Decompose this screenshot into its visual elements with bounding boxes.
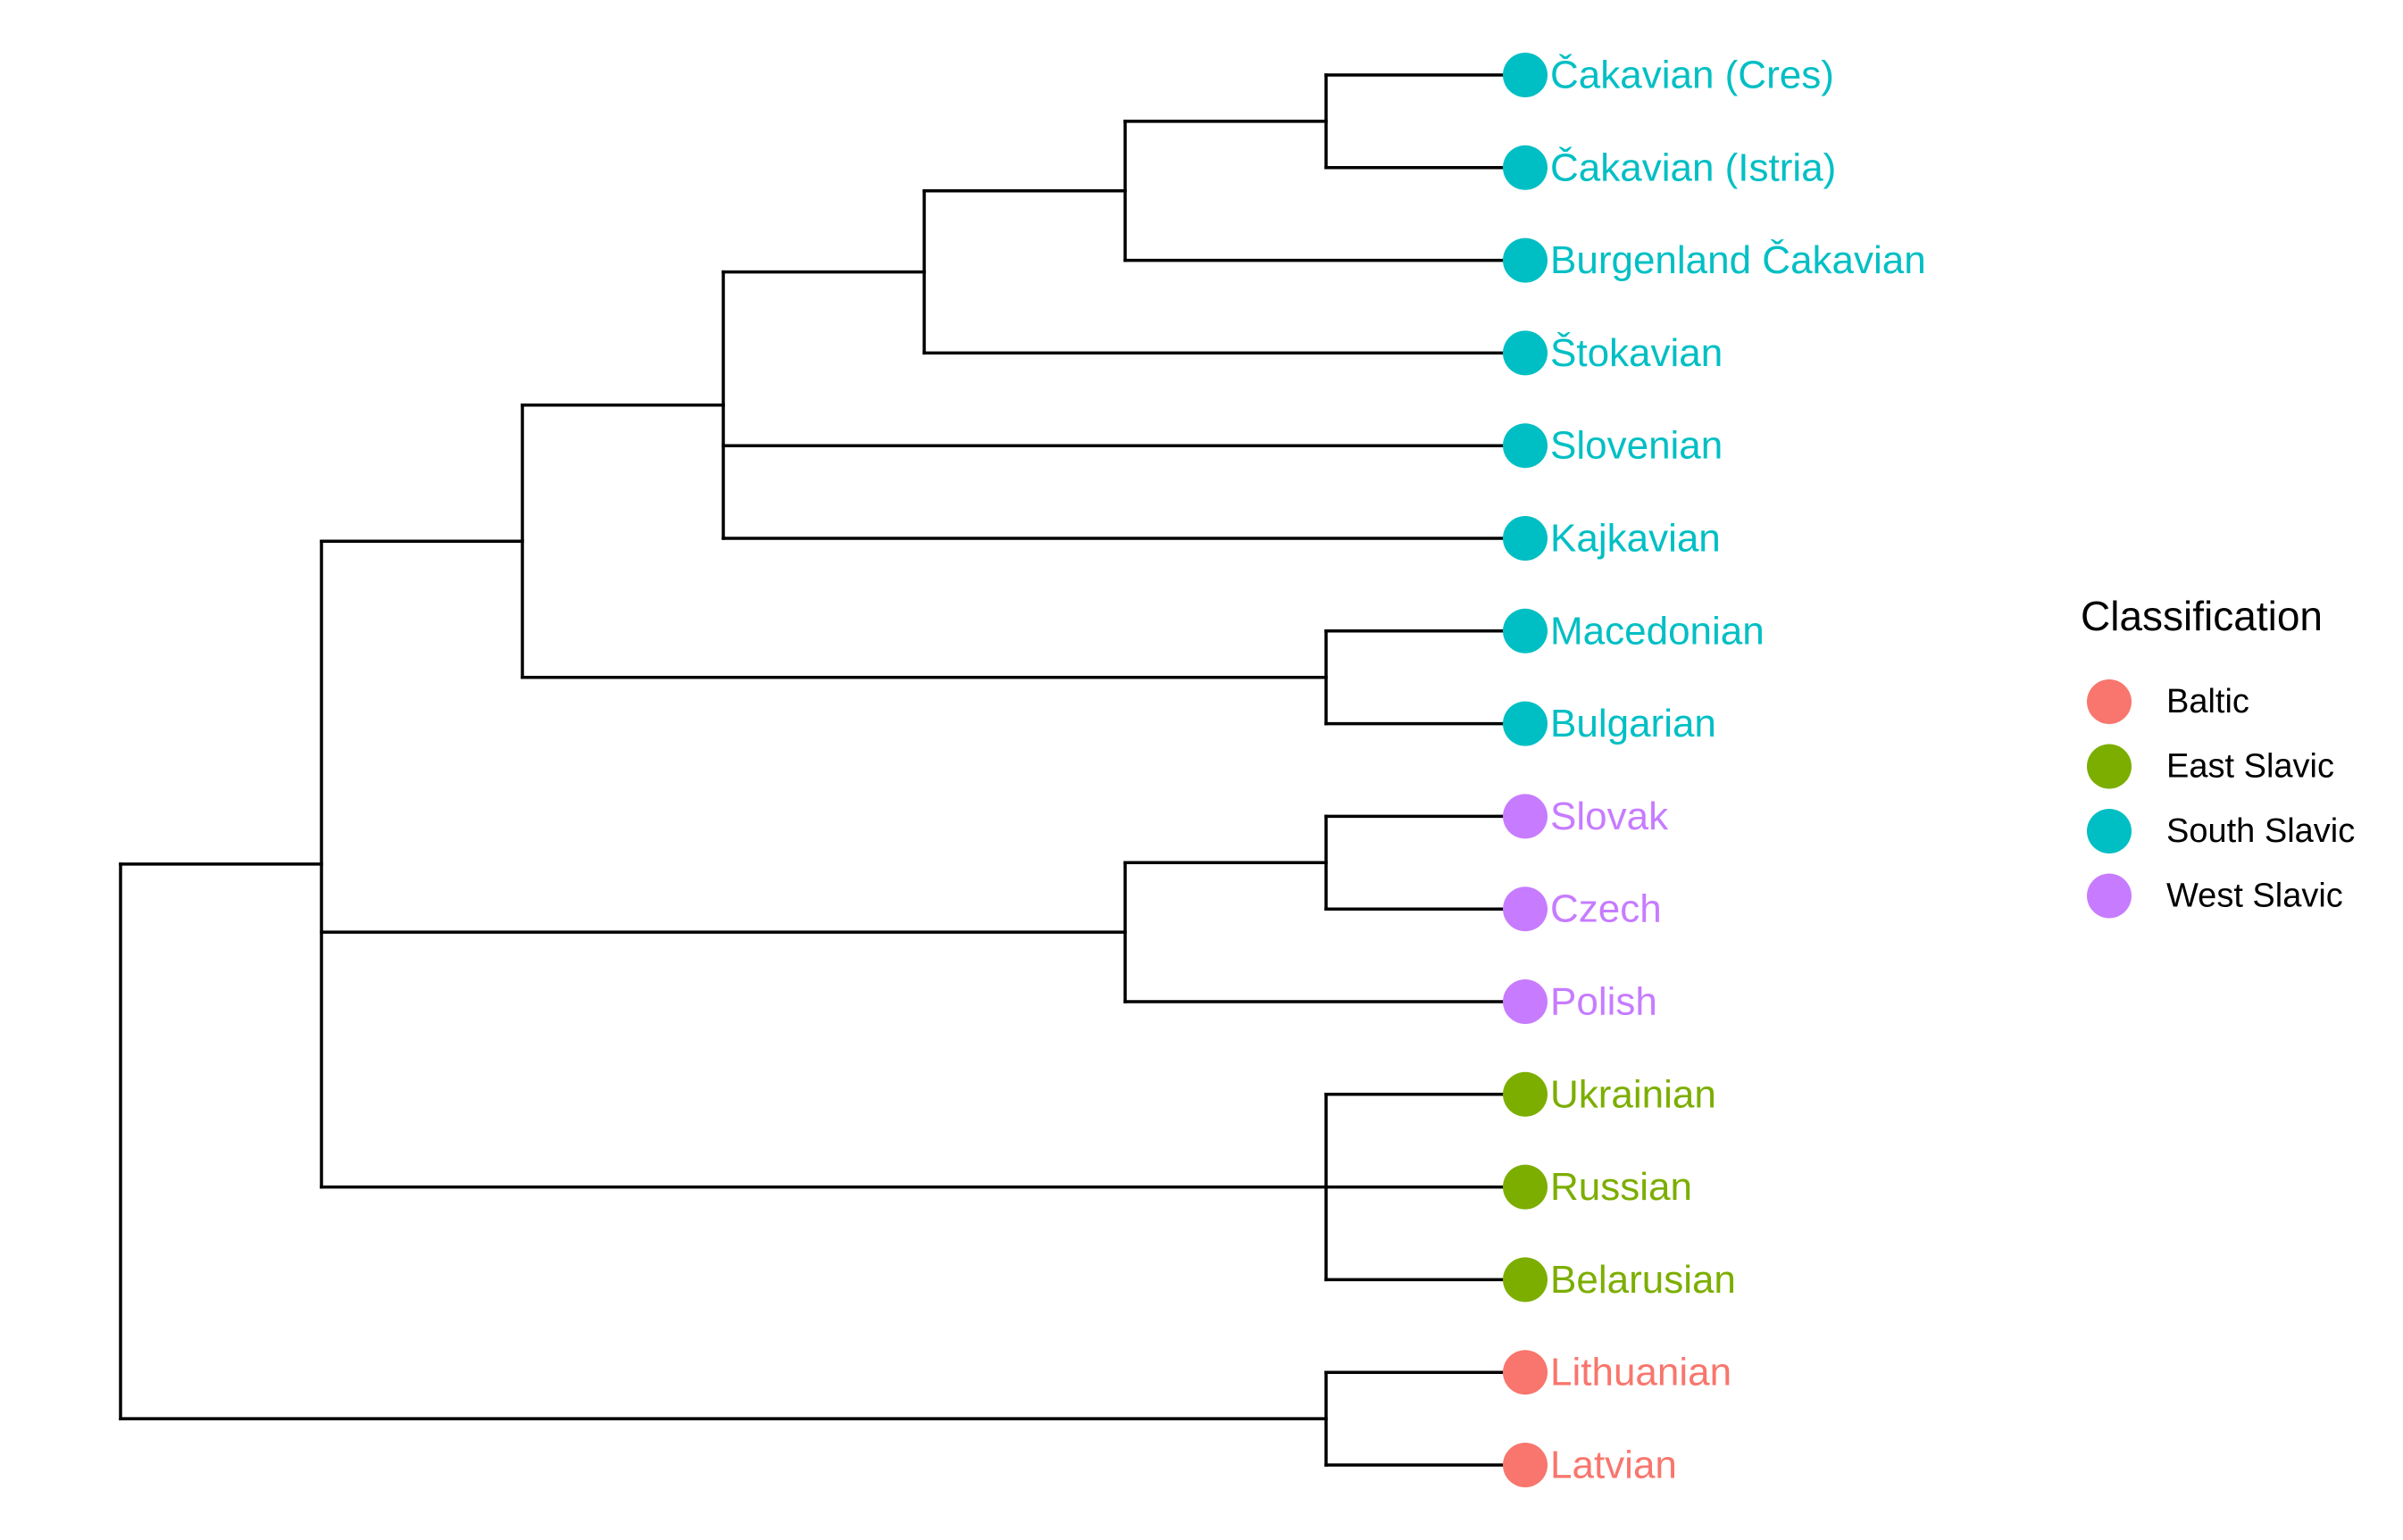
legend-item-west-slavic: West Slavic xyxy=(2087,873,2343,919)
tip-slovenian: Slovenian xyxy=(1503,423,1723,469)
tip-akavian-istria: Čakavian (Istria) xyxy=(1503,145,1836,190)
legend: Classification Baltic East Slavic South Sl… xyxy=(2081,593,2355,919)
tip-slovak: Slovak xyxy=(1503,794,1669,839)
tip-dot xyxy=(1503,1257,1548,1303)
tip-dot xyxy=(1503,53,1548,97)
tip-dot xyxy=(1503,608,1548,653)
tip-ukrainian: Ukrainian xyxy=(1503,1071,1716,1117)
tip-dot xyxy=(1503,330,1548,376)
tip-label: Slovenian xyxy=(1550,424,1723,468)
legend-item-label: West Slavic xyxy=(2166,878,2343,915)
tip-label: Macedonian xyxy=(1550,609,1765,653)
tip-burgenland-akavian: Burgenland Čakavian xyxy=(1503,237,1926,283)
tip-dot xyxy=(1503,701,1548,746)
tip-label: Lithuanian xyxy=(1550,1351,1731,1394)
legend-key-dot xyxy=(2087,873,2132,919)
tip-latvian: Latvian xyxy=(1503,1443,1677,1487)
tip-dot xyxy=(1503,516,1548,561)
tip-label: Čakavian (Cres) xyxy=(1550,53,1834,97)
tip-label: Ukrainian xyxy=(1550,1072,1716,1116)
tip-akavian-cres: Čakavian (Cres) xyxy=(1503,53,1834,97)
tip-czech: Czech xyxy=(1503,887,1662,932)
tip-label: Latvian xyxy=(1550,1444,1677,1487)
legend-key-dot xyxy=(2087,679,2132,724)
tip-label: Štokavian xyxy=(1550,330,1723,375)
legend-key-dot xyxy=(2087,744,2132,789)
tip-dot xyxy=(1503,145,1548,190)
legend-title: Classification xyxy=(2081,593,2323,639)
tip-tokavian: Štokavian xyxy=(1503,330,1723,376)
tip-label: Russian xyxy=(1550,1165,1692,1209)
tip-label: Czech xyxy=(1550,887,1662,931)
tip-kajkavian: Kajkavian xyxy=(1503,516,1721,561)
tip-belarusian: Belarusian xyxy=(1503,1257,1736,1303)
tip-lithuanian: Lithuanian xyxy=(1503,1350,1731,1395)
tip-dot xyxy=(1503,979,1548,1024)
tip-dot xyxy=(1503,794,1548,839)
legend-key-dot xyxy=(2087,809,2132,853)
tip-label: Kajkavian xyxy=(1550,517,1721,561)
tip-dot xyxy=(1503,423,1548,469)
tip-label: Polish xyxy=(1550,980,1657,1024)
tree-tips: Čakavian (Cres) Čakavian (Istria) Burgenla… xyxy=(1503,53,1926,1487)
tip-dot xyxy=(1503,1071,1548,1117)
tip-macedonian: Macedonian xyxy=(1503,608,1765,653)
tip-dot xyxy=(1503,887,1548,932)
tip-polish: Polish xyxy=(1503,979,1657,1024)
tip-label: Belarusian xyxy=(1550,1258,1736,1302)
legend-items: Baltic East Slavic South Slavic West Slavic xyxy=(2087,679,2355,919)
legend-item-south-slavic: South Slavic xyxy=(2087,809,2355,853)
tip-bulgarian: Bulgarian xyxy=(1503,701,1716,746)
tip-dot xyxy=(1503,1443,1548,1487)
tree-branches xyxy=(119,73,1527,1467)
legend-item-baltic: Baltic xyxy=(2087,679,2249,724)
tip-dot xyxy=(1503,1350,1548,1395)
legend-item-label: East Slavic xyxy=(2166,748,2334,786)
tip-label: Čakavian (Istria) xyxy=(1550,145,1836,189)
tip-label: Slovak xyxy=(1550,795,1669,838)
legend-item-label: South Slavic xyxy=(2166,812,2355,850)
tip-label: Bulgarian xyxy=(1550,702,1716,745)
tip-label: Burgenland Čakavian xyxy=(1550,237,1926,282)
legend-item-east-slavic: East Slavic xyxy=(2087,744,2334,789)
tip-dot xyxy=(1503,1164,1548,1210)
tip-dot xyxy=(1503,237,1548,283)
legend-item-label: Baltic xyxy=(2166,683,2249,720)
tip-russian: Russian xyxy=(1503,1164,1692,1210)
